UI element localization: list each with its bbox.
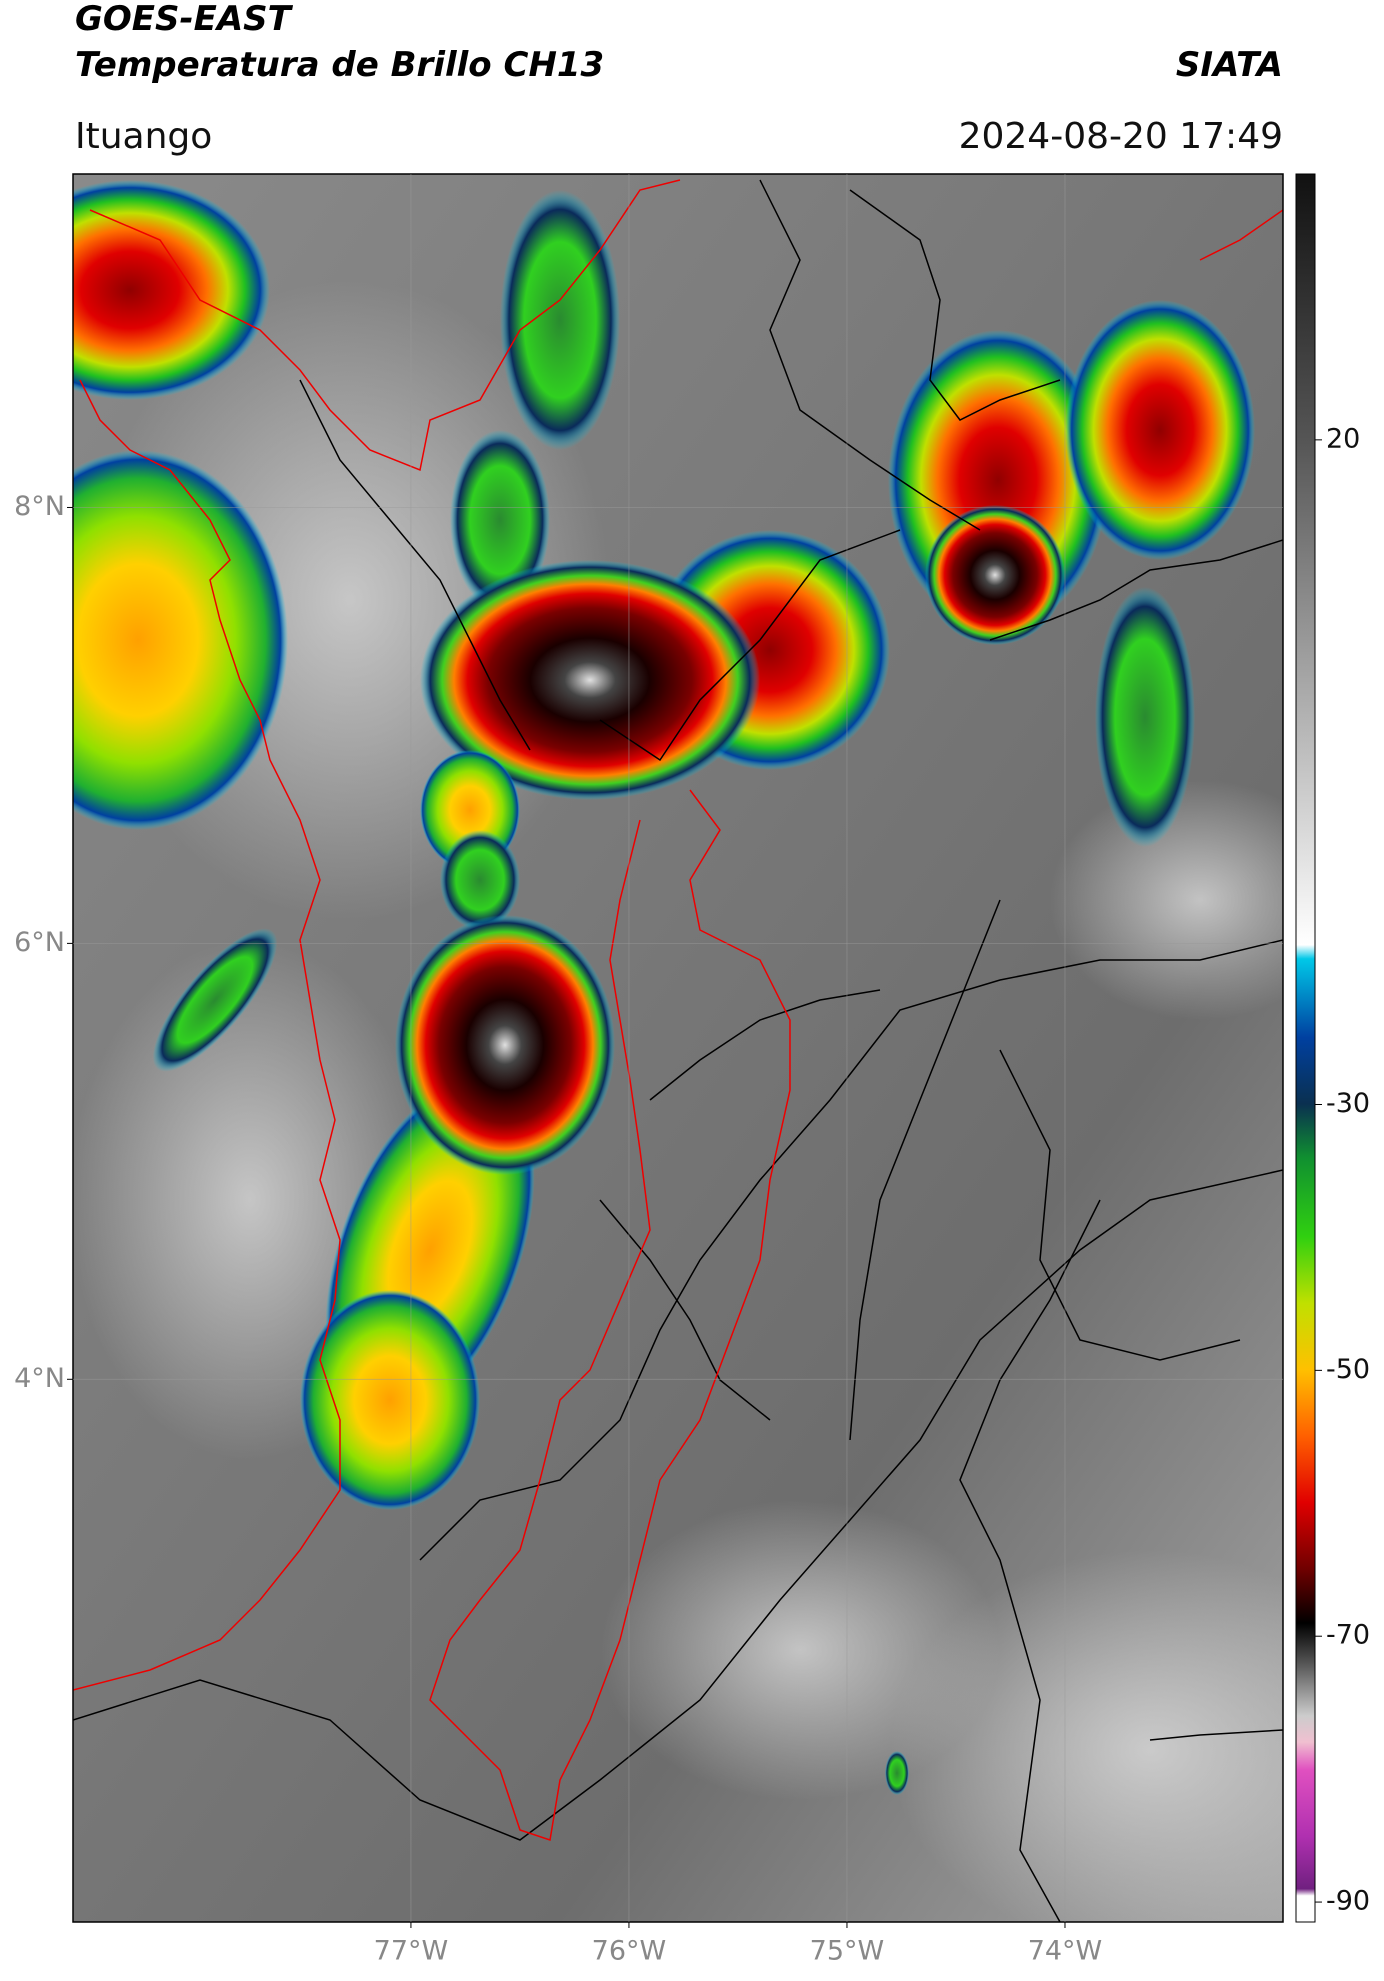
lat-tick-label: 4°N <box>14 1363 65 1394</box>
map-frame <box>72 173 1284 1923</box>
subtitle: Temperatura de Brillo CH13 <box>75 45 604 85</box>
agency: SIATA <box>1176 45 1283 85</box>
colorbar-tick-label: -70 <box>1326 1620 1370 1651</box>
colorbar-tick-label: -90 <box>1326 1886 1370 1917</box>
lon-tick-label: 74°W <box>1028 1936 1103 1967</box>
location: Ituango <box>75 116 212 157</box>
colorbar-tick-label: 20 <box>1326 423 1360 454</box>
satellite-image <box>73 174 1283 1922</box>
lat-tick-label: 6°N <box>14 927 65 958</box>
lon-tick-label: 75°W <box>810 1936 885 1967</box>
title: GOES-EAST <box>75 0 294 39</box>
lat-tick-label: 8°N <box>14 491 65 522</box>
timestamp: 2024-08-20 17:49 <box>959 116 1283 157</box>
lon-tick-label: 77°W <box>374 1936 449 1967</box>
colorbar <box>1295 173 1316 1923</box>
colorbar-tick-label: -50 <box>1326 1354 1370 1385</box>
lon-tick-label: 76°W <box>592 1936 667 1967</box>
colorbar-tick-label: -30 <box>1326 1088 1370 1119</box>
